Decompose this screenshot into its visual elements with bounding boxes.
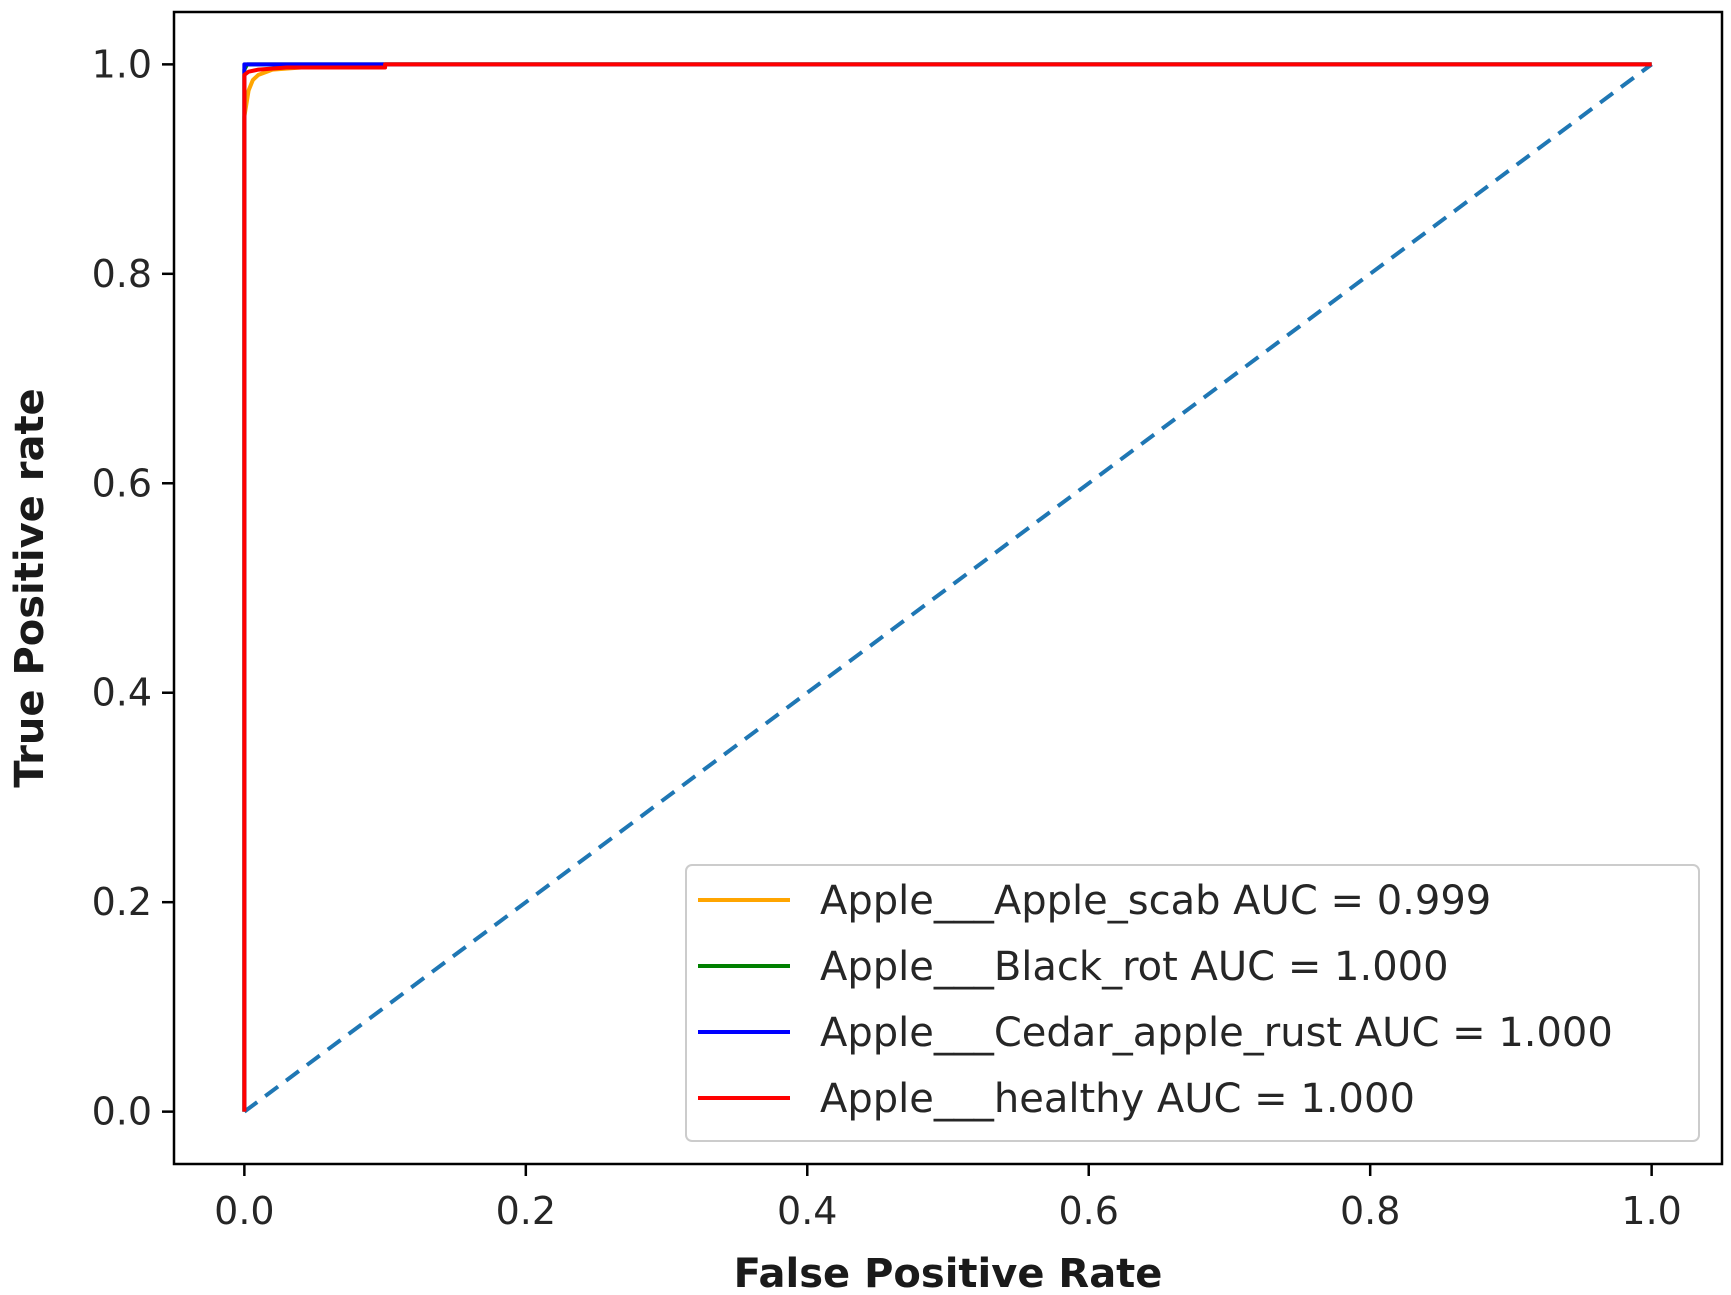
x-tick-label: 1.0 [1621, 1189, 1681, 1233]
legend: Apple___Apple_scab AUC = 0.999 Apple___Bl… [685, 864, 1700, 1142]
x-tick-label: 0.6 [1059, 1189, 1119, 1233]
y-tick-label: 0.0 [92, 1090, 152, 1134]
y-tick-label: 1.0 [92, 42, 152, 86]
y-tick-label: 0.8 [92, 252, 152, 296]
x-axis: 0.0 0.2 0.4 0.6 0.8 1.0 [214, 1164, 1682, 1233]
reference-diagonal-line [243, 62, 1653, 1114]
x-tick-label: 0.0 [214, 1189, 274, 1233]
x-tick-label: 0.8 [1340, 1189, 1400, 1233]
y-axis-title: True Positive rate [7, 388, 53, 787]
y-tick-label: 0.4 [92, 671, 152, 715]
legend-label-apple-cedar-apple-rust: Apple___Cedar_apple_rust AUC = 1.000 [820, 1010, 1613, 1056]
legend-label-apple-black-rot: Apple___Black_rot AUC = 1.000 [820, 944, 1449, 990]
y-tick-label: 0.6 [92, 461, 152, 505]
plot-frame [172, 10, 1724, 1166]
legend-label-apple-apple-scab: Apple___Apple_scab AUC = 0.999 [820, 878, 1491, 924]
legend-label-apple-healthy: Apple___healthy AUC = 1.000 [820, 1076, 1415, 1122]
y-tick-label: 0.2 [92, 880, 152, 924]
y-axis: 0.0 0.2 0.4 0.6 0.8 1.0 [92, 42, 174, 1134]
data-layer [242, 62, 1653, 1114]
legend-box [685, 864, 1700, 1142]
x-tick-label: 0.4 [777, 1189, 837, 1233]
series-line-apple-healthy [242, 62, 1652, 1112]
x-axis-title: False Positive Rate [734, 1251, 1163, 1295]
x-tick-label: 0.2 [496, 1189, 556, 1233]
